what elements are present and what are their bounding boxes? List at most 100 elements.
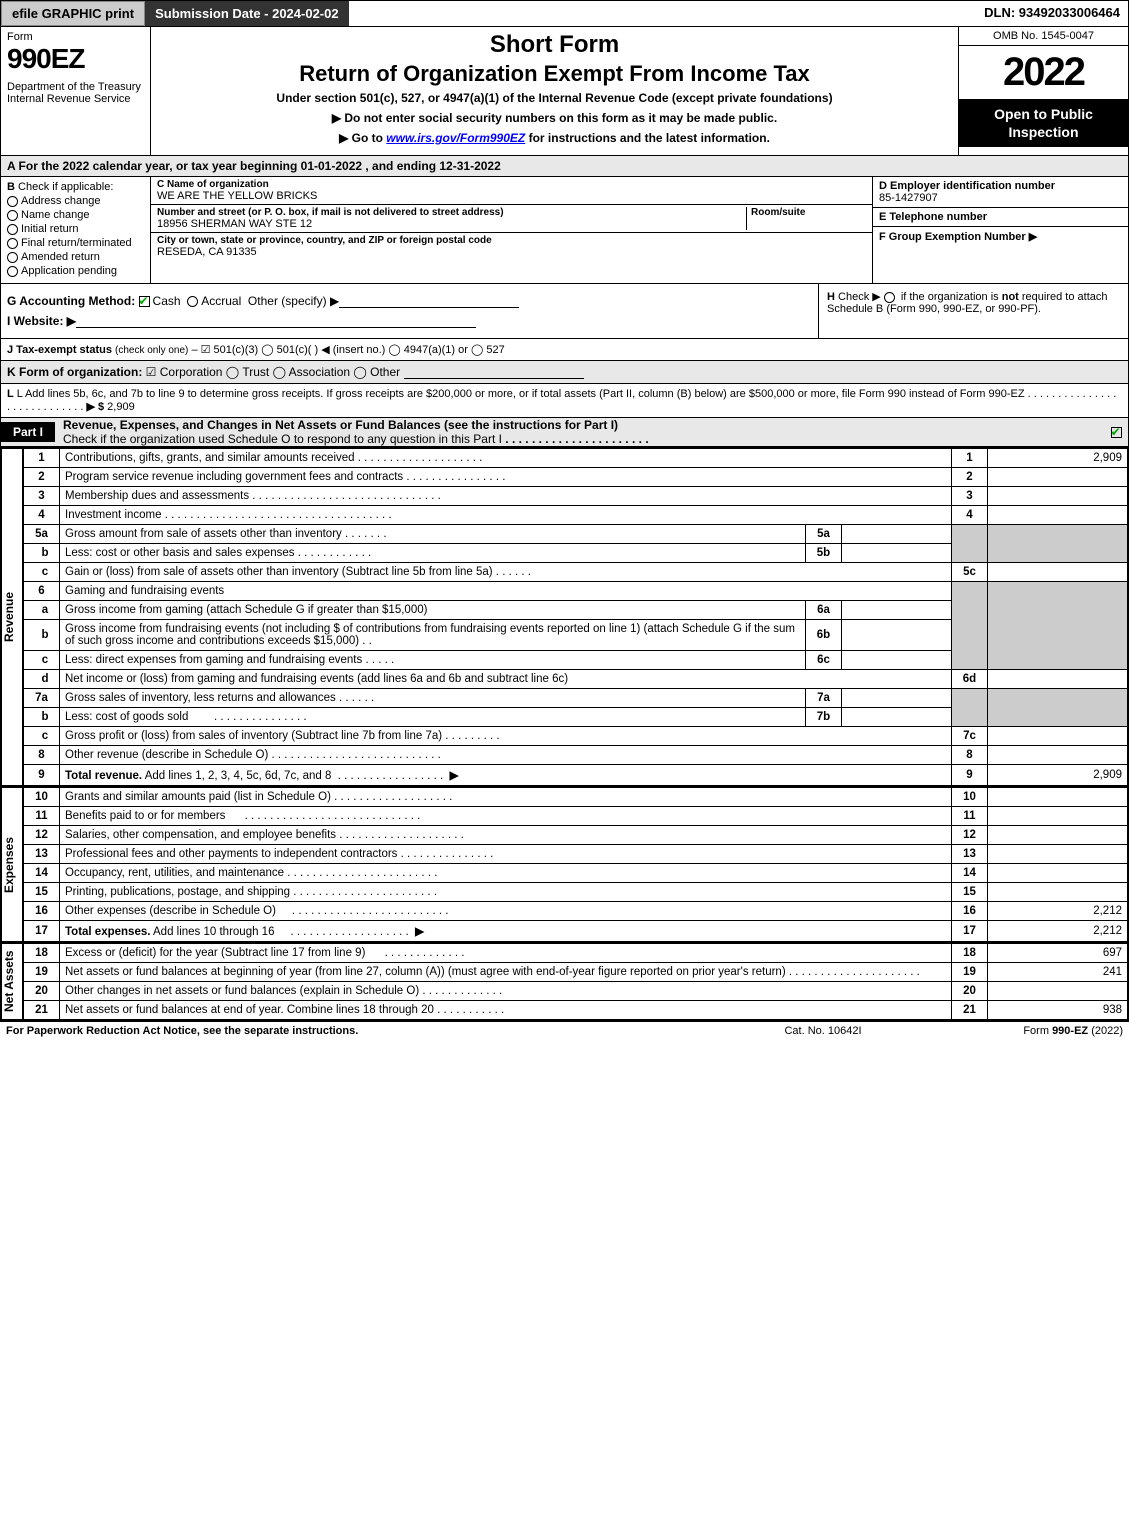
expenses-table: 10Grants and similar amounts paid (list …: [23, 787, 1128, 942]
b-title: B: [7, 181, 15, 193]
footer-left: For Paperwork Reduction Act Notice, see …: [6, 1025, 723, 1037]
expenses-vertical-label: Expenses: [1, 787, 23, 942]
form-header: Form 990EZ Department of the Treasury In…: [1, 27, 1128, 156]
footer-cat-no: Cat. No. 10642I: [723, 1025, 923, 1037]
link-suffix: for instructions and the latest informat…: [525, 131, 770, 145]
net-assets-vertical-label: Net Assets: [1, 943, 23, 1020]
cash-checkbox[interactable]: [139, 296, 150, 307]
revenue-table: 1Contributions, gifts, grants, and simil…: [23, 448, 1128, 786]
line-16: 16Other expenses (describe in Schedule O…: [24, 902, 1128, 921]
irs-link[interactable]: www.irs.gov/Form990EZ: [386, 131, 525, 145]
gross-receipts-line: L L Add lines 5b, 6c, and 7b to line 9 t…: [1, 384, 1128, 418]
line-4: 4Investment income . . . . . . . . . . .…: [24, 506, 1128, 525]
website-line: I Website: ▶: [7, 314, 812, 328]
schedule-b-radio[interactable]: [884, 292, 895, 303]
org-street: 18956 SHERMAN WAY STE 12: [157, 218, 746, 230]
ssn-note: ▶ Do not enter social security numbers o…: [159, 111, 950, 125]
tax-exempt-status: J Tax-exempt status (check only one) – ☑…: [1, 339, 1128, 361]
c-city-label: City or town, state or province, country…: [157, 235, 866, 246]
header-right: OMB No. 1545-0047 2022 Open to Public In…: [958, 27, 1128, 155]
checkbox-application-pending[interactable]: Application pending: [7, 265, 144, 277]
line-21: 21Net assets or fund balances at end of …: [24, 1001, 1128, 1020]
revenue-vertical-label: Revenue: [1, 448, 23, 786]
revenue-section: Revenue 1Contributions, gifts, grants, a…: [1, 447, 1128, 786]
part-i-label: Part I: [1, 422, 55, 442]
accounting-method: G Accounting Method: Cash Accrual Other …: [7, 294, 812, 308]
org-city: RESEDA, CA 91335: [157, 246, 866, 258]
form-number: 990EZ: [7, 43, 144, 75]
topbar: efile GRAPHIC print Submission Date - 20…: [1, 1, 1128, 27]
checkbox-name-change[interactable]: Name change: [7, 209, 144, 221]
net-assets-table: 18Excess or (deficit) for the year (Subt…: [23, 943, 1128, 1020]
efile-print-button[interactable]: efile GRAPHIC print: [1, 1, 145, 26]
column-def: D Employer identification number 85-1427…: [873, 177, 1128, 283]
row-a-tax-year: A For the 2022 calendar year, or tax yea…: [1, 156, 1128, 177]
net-assets-section: Net Assets 18Excess or (deficit) for the…: [1, 942, 1128, 1020]
line-10: 10Grants and similar amounts paid (list …: [24, 788, 1128, 807]
line-11: 11Benefits paid to or for members . . . …: [24, 807, 1128, 826]
main-title: Return of Organization Exempt From Incom…: [159, 61, 950, 87]
schedule-b-note: H Check ▶ if the organization is not req…: [818, 284, 1128, 338]
short-form-title: Short Form: [159, 31, 950, 59]
c-room-label: Room/suite: [751, 207, 866, 218]
form-container: efile GRAPHIC print Submission Date - 20…: [0, 0, 1129, 1021]
line-2: 2Program service revenue including gover…: [24, 468, 1128, 487]
line-5c: cGain or (loss) from sale of assets othe…: [24, 563, 1128, 582]
line-20: 20Other changes in net assets or fund ba…: [24, 982, 1128, 1001]
gross-receipts-value: 2,909: [107, 401, 135, 413]
part-i-header: Part I Revenue, Expenses, and Changes in…: [1, 418, 1128, 447]
header-left: Form 990EZ Department of the Treasury In…: [1, 27, 151, 155]
f-label: F Group Exemption Number ▶: [879, 230, 1122, 243]
line-14: 14Occupancy, rent, utilities, and mainte…: [24, 864, 1128, 883]
e-label: E Telephone number: [879, 211, 1122, 223]
header-center: Short Form Return of Organization Exempt…: [151, 27, 958, 155]
d-label: D Employer identification number: [879, 180, 1122, 192]
org-name: WE ARE THE YELLOW BRICKS: [157, 190, 866, 202]
b-check-label: Check if applicable:: [18, 181, 113, 193]
line-17: 17Total expenses. Add lines 10 through 1…: [24, 921, 1128, 942]
line-19: 19Net assets or fund balances at beginni…: [24, 963, 1128, 982]
line-15: 15Printing, publications, postage, and s…: [24, 883, 1128, 902]
ein-value: 85-1427907: [879, 192, 1122, 204]
line-6: 6Gaming and fundraising events: [24, 582, 1128, 601]
line-7a: 7aGross sales of inventory, less returns…: [24, 689, 1128, 708]
line-5a: 5aGross amount from sale of assets other…: [24, 525, 1128, 544]
subtitle: Under section 501(c), 527, or 4947(a)(1)…: [159, 91, 950, 105]
link-note: ▶ Go to www.irs.gov/Form990EZ for instru…: [159, 131, 950, 145]
section-ghi: G Accounting Method: Cash Accrual Other …: [1, 284, 1128, 339]
link-prefix: ▶ Go to: [339, 131, 386, 145]
omb-number: OMB No. 1545-0047: [959, 27, 1128, 46]
line-7c: cGross profit or (loss) from sales of in…: [24, 727, 1128, 746]
checkbox-amended-return[interactable]: Amended return: [7, 251, 144, 263]
department-label: Department of the Treasury Internal Reve…: [7, 81, 144, 105]
line-6d: dNet income or (loss) from gaming and fu…: [24, 670, 1128, 689]
line-1: 1Contributions, gifts, grants, and simil…: [24, 449, 1128, 468]
checkbox-final-return[interactable]: Final return/terminated: [7, 237, 144, 249]
checkbox-address-change[interactable]: Address change: [7, 195, 144, 207]
dln-label: DLN: 93492033006464: [976, 1, 1128, 26]
part-i-check-line: Check if the organization used Schedule …: [63, 432, 502, 446]
checkbox-initial-return[interactable]: Initial return: [7, 223, 144, 235]
form-of-organization: K Form of organization: ☑ Corporation ◯ …: [1, 361, 1128, 384]
accrual-radio[interactable]: [187, 296, 198, 307]
line-12: 12Salaries, other compensation, and empl…: [24, 826, 1128, 845]
line-8: 8Other revenue (describe in Schedule O) …: [24, 746, 1128, 765]
c-name-label: C Name of organization: [157, 179, 866, 190]
section-bcdef: B Check if applicable: Address change Na…: [1, 177, 1128, 284]
inspection-badge: Open to Public Inspection: [959, 99, 1128, 147]
c-street-label: Number and street (or P. O. box, if mail…: [157, 207, 746, 218]
form-label: Form: [7, 31, 144, 43]
column-b: B Check if applicable: Address change Na…: [1, 177, 151, 283]
expenses-section: Expenses 10Grants and similar amounts pa…: [1, 786, 1128, 942]
line-3: 3Membership dues and assessments . . . .…: [24, 487, 1128, 506]
submission-date-button[interactable]: Submission Date - 2024-02-02: [145, 1, 349, 26]
footer-form-id: Form 990-EZ (2022): [923, 1025, 1123, 1037]
part-i-checkbox[interactable]: [1111, 427, 1122, 438]
line-18: 18Excess or (deficit) for the year (Subt…: [24, 944, 1128, 963]
tax-year: 2022: [959, 46, 1128, 99]
line-13: 13Professional fees and other payments t…: [24, 845, 1128, 864]
part-i-title: Revenue, Expenses, and Changes in Net As…: [63, 418, 618, 432]
column-c: C Name of organization WE ARE THE YELLOW…: [151, 177, 873, 283]
page-footer: For Paperwork Reduction Act Notice, see …: [0, 1021, 1129, 1040]
line-9: 9Total revenue. Total revenue. Add lines…: [24, 765, 1128, 786]
